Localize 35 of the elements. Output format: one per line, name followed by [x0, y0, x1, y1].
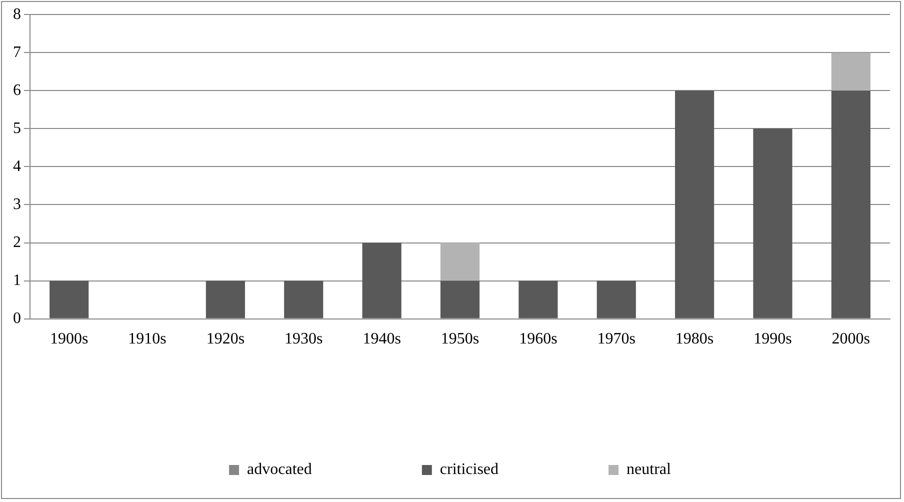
y-tick-label: 6 [13, 82, 21, 99]
x-tick-label: 1980s [675, 330, 714, 348]
y-tick-label: 8 [13, 6, 21, 23]
bar [362, 242, 402, 318]
x-tick-label: 1930s [284, 330, 323, 348]
y-tick-label: 1 [13, 272, 21, 289]
bar [831, 90, 870, 318]
x-tick-label: 1990s [754, 330, 792, 348]
bar [440, 280, 480, 318]
bar [675, 90, 714, 318]
y-tick-label: 4 [13, 158, 21, 175]
x-tick-label: 1960s [519, 330, 558, 348]
bar [284, 280, 324, 318]
bar [206, 280, 245, 318]
x-tick-label: 1900s [50, 330, 88, 348]
bar [518, 280, 558, 318]
x-tick-label: 1970s [597, 330, 636, 348]
x-tick-label: 1910s [128, 330, 166, 348]
bar [753, 128, 792, 318]
bar [831, 52, 870, 91]
legend-label: criticised [440, 461, 499, 478]
legend-label: neutral [626, 461, 672, 478]
x-tick-label: 1950s [440, 330, 480, 348]
x-tick-label: 1940s [362, 330, 401, 348]
x-tick-label: 2000s [832, 330, 870, 348]
x-tick-label: 1920s [206, 330, 245, 348]
y-tick-label: 2 [13, 234, 21, 251]
y-tick-label: 0 [13, 310, 21, 328]
y-tick-label: 7 [13, 44, 21, 61]
bar [440, 242, 480, 281]
bar [50, 280, 89, 318]
y-tick-label: 3 [13, 196, 21, 213]
y-tick-label: 5 [13, 120, 21, 137]
legend-label: advocated [247, 461, 312, 478]
bar [596, 280, 636, 318]
